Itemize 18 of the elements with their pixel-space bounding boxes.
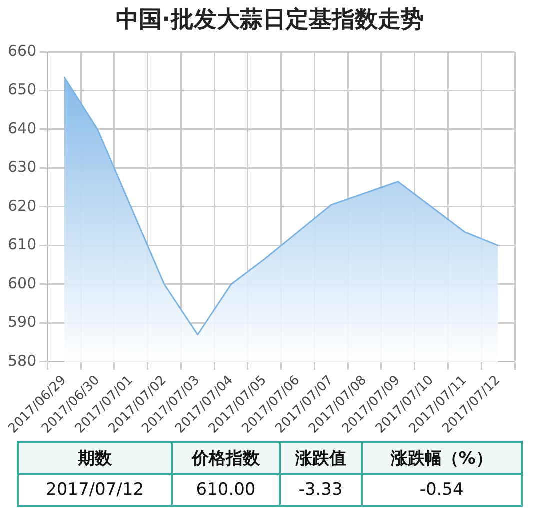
y-tick-label: 610 [8,236,37,254]
text: 期数 [18,442,172,474]
text: 涨跌值 [280,442,362,474]
y-tick-label: 640 [8,119,37,138]
y-tick-label: 600 [8,274,37,292]
text: 涨跌幅（%） [362,442,522,474]
text: -0.54 [362,474,522,506]
y-tick-label: 660 [8,42,37,60]
y-tick-label: 620 [8,196,37,215]
text: -3.33 [280,474,362,506]
y-tick-label: 630 [8,158,37,176]
text: 2017/07/12 [18,474,172,506]
chart-title: 中国·批发大蒜日定基指数走势 [115,6,425,35]
text: 610.00 [172,474,280,506]
y-tick-label: 590 [8,313,37,332]
y-tick-label: 580 [8,352,37,370]
text: 价格指数 [172,442,280,474]
y-tick-label: 650 [8,80,37,99]
